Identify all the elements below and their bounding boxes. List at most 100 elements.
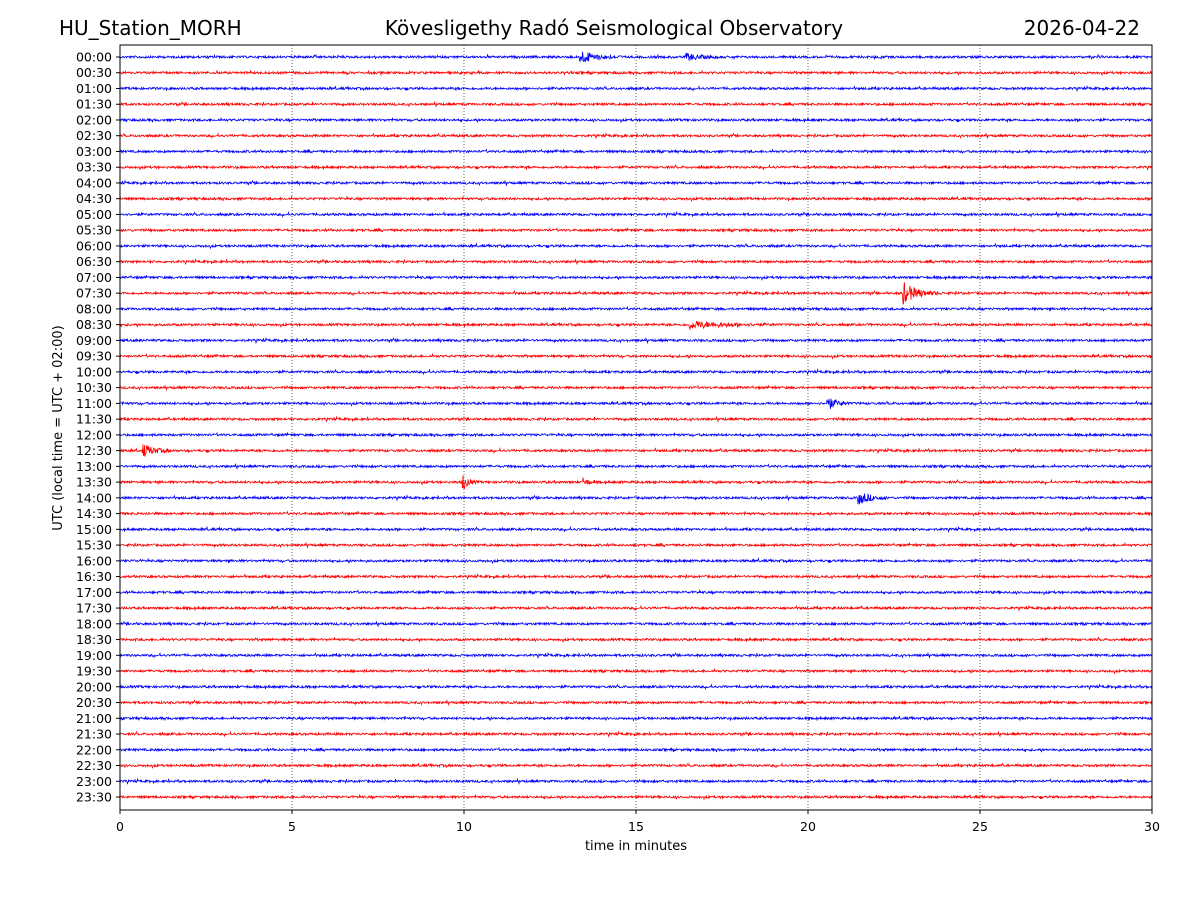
y-ticks: 00:0000:3001:0001:3002:0002:3003:0003:30… bbox=[76, 50, 120, 805]
y-tick-label: 09:00 bbox=[76, 333, 112, 348]
trace-row-1830 bbox=[119, 636, 1153, 643]
trace-row-2030 bbox=[119, 699, 1153, 707]
x-tick-label: 0 bbox=[116, 819, 124, 834]
trace-row-1330 bbox=[119, 475, 1153, 489]
trace-row-0530 bbox=[119, 226, 1153, 234]
y-tick-label: 08:30 bbox=[76, 317, 112, 332]
trace-row-1430 bbox=[119, 510, 1153, 517]
x-tick-label: 15 bbox=[628, 819, 644, 834]
trace-row-1230 bbox=[119, 444, 1153, 457]
trace-row-1200 bbox=[119, 431, 1153, 439]
trace-row-2230 bbox=[119, 761, 1153, 769]
y-tick-label: 01:30 bbox=[76, 97, 112, 112]
y-tick-label: 02:30 bbox=[76, 128, 112, 143]
y-tick-label: 15:30 bbox=[76, 538, 112, 553]
y-tick-label: 01:00 bbox=[76, 81, 112, 96]
trace-row-0600 bbox=[119, 242, 1153, 250]
trace-row-2130 bbox=[119, 730, 1153, 738]
trace-row-1400 bbox=[119, 493, 1153, 505]
trace-row-1700 bbox=[119, 589, 1153, 596]
trace-row-1100 bbox=[119, 398, 1153, 410]
trace-row-0630 bbox=[119, 258, 1153, 266]
trace-row-1630 bbox=[119, 572, 1153, 581]
y-tick-label: 00:00 bbox=[76, 50, 112, 65]
y-tick-label: 09:30 bbox=[76, 349, 112, 364]
y-tick-label: 22:00 bbox=[76, 742, 112, 757]
y-tick-label: 10:30 bbox=[76, 380, 112, 395]
y-tick-label: 13:30 bbox=[76, 475, 112, 490]
trace-row-0230 bbox=[119, 132, 1153, 140]
y-tick-label: 07:30 bbox=[76, 286, 112, 301]
trace-row-0330 bbox=[119, 163, 1153, 171]
trace-row-1130 bbox=[119, 415, 1153, 423]
station-label: HU_Station_MORH bbox=[59, 16, 242, 40]
y-tick-label: 23:00 bbox=[76, 774, 112, 789]
y-tick-label: 11:00 bbox=[76, 396, 112, 411]
x-tick-label: 25 bbox=[972, 819, 988, 834]
y-tick-label: 18:00 bbox=[76, 616, 112, 631]
chart-title: Kövesligethy Radó Seismological Observat… bbox=[385, 16, 843, 40]
y-tick-label: 03:30 bbox=[76, 160, 112, 175]
x-tick-label: 10 bbox=[456, 819, 472, 834]
trace-row-1000 bbox=[119, 368, 1153, 376]
trace-row-1900 bbox=[119, 651, 1153, 659]
trace-row-1500 bbox=[119, 525, 1153, 533]
trace-row-0700 bbox=[119, 274, 1153, 281]
y-tick-label: 04:00 bbox=[76, 175, 112, 190]
y-tick-label: 14:30 bbox=[76, 506, 112, 521]
x-ticks: 0 5 10 15 20 25 30 bbox=[116, 810, 1160, 834]
trace-row-0100 bbox=[119, 84, 1153, 92]
y-tick-label: 17:00 bbox=[76, 585, 112, 600]
y-tick-label: 19:30 bbox=[76, 664, 112, 679]
y-tick-label: 06:00 bbox=[76, 238, 112, 253]
y-tick-label: 16:30 bbox=[76, 569, 112, 584]
trace-row-1300 bbox=[119, 462, 1153, 470]
trace-row-0900 bbox=[119, 336, 1153, 345]
trace-row-0830 bbox=[119, 320, 1153, 331]
y-tick-label: 02:00 bbox=[76, 112, 112, 127]
y-tick-label: 03:00 bbox=[76, 144, 112, 159]
y-tick-label: 12:30 bbox=[76, 443, 112, 458]
trace-row-1800 bbox=[119, 620, 1153, 628]
y-tick-label: 06:30 bbox=[76, 254, 112, 269]
trace-row-0000 bbox=[119, 51, 1153, 63]
trace-row-0800 bbox=[119, 305, 1153, 312]
y-tick-label: 10:00 bbox=[76, 364, 112, 379]
x-tick-label: 30 bbox=[1144, 819, 1160, 834]
y-tick-label: 20:30 bbox=[76, 695, 112, 710]
y-tick-label: 00:30 bbox=[76, 65, 112, 80]
trace-row-2200 bbox=[119, 746, 1153, 753]
trace-row-0730 bbox=[119, 282, 1153, 305]
trace-row-0430 bbox=[119, 195, 1153, 203]
y-tick-label: 08:00 bbox=[76, 301, 112, 316]
y-tick-label: 12:00 bbox=[76, 427, 112, 442]
trace-row-0200 bbox=[119, 116, 1152, 124]
y-tick-label: 15:00 bbox=[76, 522, 112, 537]
y-tick-label: 21:30 bbox=[76, 727, 112, 742]
trace-row-2330 bbox=[119, 793, 1153, 801]
x-axis-label: time in minutes bbox=[585, 839, 687, 854]
y-tick-label: 19:00 bbox=[76, 648, 112, 663]
x-tick-label: 20 bbox=[800, 819, 816, 834]
date-label: 2026-04-22 bbox=[1024, 16, 1140, 40]
trace-row-2000 bbox=[120, 683, 1153, 691]
y-tick-label: 22:30 bbox=[76, 758, 112, 773]
y-tick-label: 13:00 bbox=[76, 459, 112, 474]
y-tick-label: 05:30 bbox=[76, 223, 112, 238]
trace-row-1730 bbox=[119, 604, 1153, 612]
y-tick-label: 18:30 bbox=[76, 632, 112, 647]
trace-row-0130 bbox=[119, 100, 1153, 108]
trace-row-0500 bbox=[119, 210, 1153, 219]
grid bbox=[291, 45, 981, 810]
y-tick-label: 07:00 bbox=[76, 270, 112, 285]
y-tick-label: 23:30 bbox=[76, 790, 112, 805]
y-tick-label: 16:00 bbox=[76, 553, 112, 568]
trace-row-0300 bbox=[119, 148, 1153, 155]
y-axis-label: UTC (local time = UTC + 02:00) bbox=[51, 325, 66, 530]
traces bbox=[119, 51, 1153, 801]
y-tick-label: 04:30 bbox=[76, 191, 112, 206]
y-tick-label: 05:00 bbox=[76, 207, 112, 222]
y-tick-label: 17:30 bbox=[76, 601, 112, 616]
x-tick-label: 5 bbox=[288, 819, 296, 834]
